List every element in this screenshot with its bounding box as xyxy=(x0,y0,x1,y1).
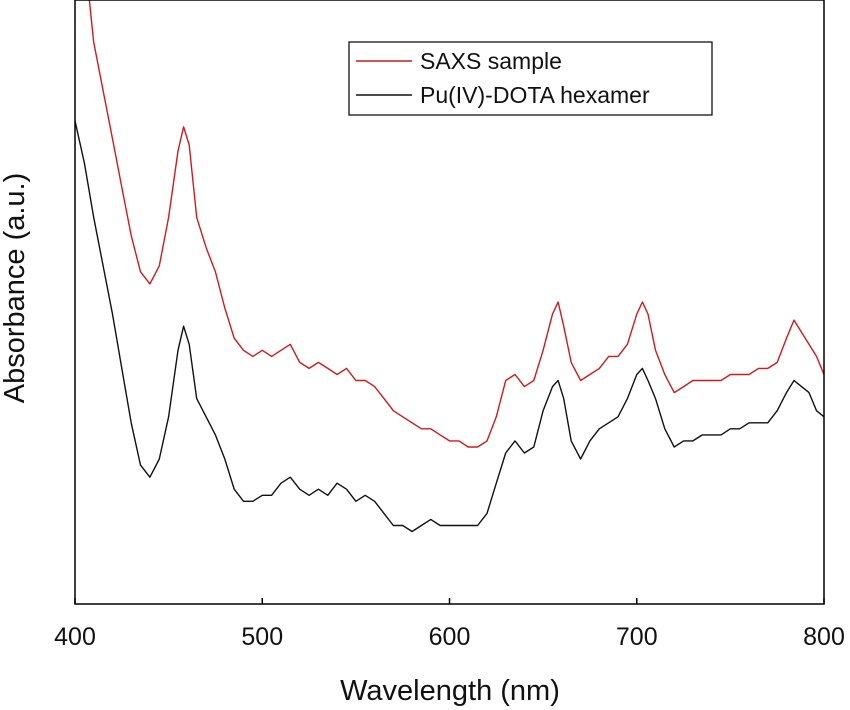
x-tick-label-700: 700 xyxy=(616,623,658,651)
legend-label-saxs-sample: SAXS sample xyxy=(420,48,562,74)
legend: SAXS sample Pu(IV)-DOTA hexamer xyxy=(348,41,713,116)
x-axis-tick-labels: 400 500 600 700 800 xyxy=(54,623,845,651)
plot-area xyxy=(75,0,824,533)
series-line-saxs-sample xyxy=(88,0,824,448)
x-tick-label-400: 400 xyxy=(54,623,96,651)
legend-label-pu-iv-dota-hexamer: Pu(IV)-DOTA hexamer xyxy=(420,82,650,108)
x-tick-label-600: 600 xyxy=(429,623,471,651)
y-axis-title: Absorbance (a.u.) xyxy=(0,173,31,404)
x-axis-ticks xyxy=(74,598,825,604)
x-tick-label-800: 800 xyxy=(803,623,845,651)
x-tick-label-500: 500 xyxy=(241,623,283,651)
x-axis-title: Wavelength (nm) xyxy=(340,675,560,707)
series-line-pu-iv-dota-hexamer xyxy=(75,120,824,533)
legend-box xyxy=(348,41,713,116)
